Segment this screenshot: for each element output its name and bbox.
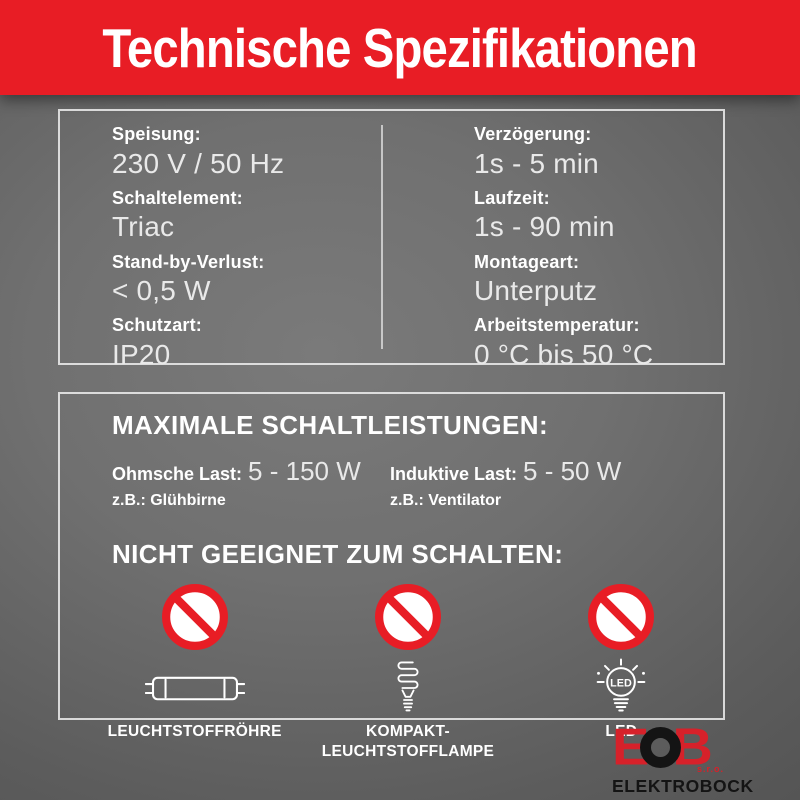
logo-ring-icon — [640, 726, 682, 768]
load-value: 5 - 50 W — [523, 456, 622, 486]
spec-row-montageart: Montageart: Unterputz — [474, 252, 723, 308]
load-ohmsche: Ohmsche Last: 5 - 150 W z.B.: Glühbirne — [112, 456, 390, 510]
spec-row-verzoegerung: Verzögerung: 1s - 5 min — [474, 124, 723, 180]
led-bulb-icon: LED — [596, 658, 646, 712]
spec-label: Arbeitstemperatur: — [474, 315, 640, 336]
spec-label: Speisung: — [112, 124, 201, 144]
spec-value: < 0,5 W — [112, 275, 211, 307]
item-cfl-lamp: KOMPAKT- LEUCHTSTOFFLAMPE — [301, 584, 514, 762]
page-title: Technische Spezifikationen — [102, 16, 698, 79]
spec-label: Montageart: — [474, 251, 580, 272]
spec-value: 1s - 5 min — [474, 147, 599, 179]
spec-label: Stand-by-Verlust: — [112, 251, 265, 272]
spec-row-standby-verlust: Stand-by-Verlust: < 0,5 W — [112, 252, 382, 308]
specs-column-left: Speisung: 230 V / 50 Hz Schaltelement: T… — [60, 111, 382, 370]
prohibition-icon — [161, 584, 228, 650]
spec-value: 1s - 90 min — [474, 211, 615, 243]
load-example: z.B.: Ventilator — [390, 492, 502, 509]
max-switching-title: MAXIMALE SCHALTLEISTUNGEN: — [112, 410, 549, 440]
not-suitable-title: NICHT GEEIGNET ZUM SCHALTEN: — [112, 539, 564, 569]
item-label: KOMPAKT- LEUCHTSTOFFLAMPE — [321, 723, 495, 761]
load-label: Ohmsche Last: — [112, 464, 243, 484]
spec-label: Schaltelement: — [112, 187, 243, 208]
load-label: Induktive Last: — [390, 464, 518, 484]
prohibition-icon — [374, 584, 441, 650]
logo-mark: E B s.r.o. — [612, 721, 742, 774]
spec-label: Schutzart: — [112, 315, 203, 336]
item-led: LED — [515, 584, 728, 762]
specs-column-right: Verzögerung: 1s - 5 min Laufzeit: 1s - 9… — [382, 111, 723, 370]
not-suitable-items: LEUCHTSTOFFRÖHRE — [88, 584, 728, 762]
specs-divider — [381, 125, 383, 349]
item-fluorescent-tube: LEUCHTSTOFFRÖHRE — [88, 584, 301, 762]
spec-value: Triac — [112, 211, 175, 243]
specs-panel: Speisung: 230 V / 50 Hz Schaltelement: T… — [58, 109, 725, 370]
spec-row-schaltelement: Schaltelement: Triac — [112, 188, 382, 244]
load-example: z.B.: Glühbirne — [112, 492, 226, 509]
logo-suffix: s.r.o. — [696, 764, 724, 774]
spec-label: Laufzeit: — [474, 187, 550, 208]
header-banner: Technische Spezifikationen — [0, 0, 800, 95]
spec-row-speisung: Speisung: 230 V / 50 Hz — [112, 124, 382, 180]
logo-company-name: ELEKTROBOCK — [612, 776, 754, 796]
spec-value: 230 V / 50 Hz — [112, 147, 285, 179]
fluorescent-tube-icon — [144, 676, 245, 700]
item-label: LED — [605, 723, 638, 740]
led-bulb-text: LED — [611, 677, 633, 689]
loads-row: Ohmsche Last: 5 - 150 W z.B.: Glühbirne I… — [112, 456, 723, 510]
item-label: LEUCHTSTOFFRÖHRE — [107, 723, 282, 740]
spec-label: Verzögerung: — [474, 124, 592, 144]
prohibition-icon — [588, 584, 655, 650]
cfl-lamp-icon — [397, 661, 419, 712]
spec-row-laufzeit: Laufzeit: 1s - 90 min — [474, 188, 723, 244]
load-induktive: Induktive Last: 5 - 50 W z.B.: Ventilator — [390, 456, 621, 510]
load-value: 5 - 150 W — [248, 456, 361, 486]
switching-panel: MAXIMALE SCHALTLEISTUNGEN: Ohmsche Last:… — [58, 392, 725, 760]
elektrobock-logo: E B s.r.o. ELEKTROBOCK — [612, 721, 754, 797]
spec-row-arbeitstemperatur: Arbeitstemperatur: 0 °C bis 50 °C — [474, 315, 723, 371]
spec-value: Unterputz — [474, 275, 598, 307]
spec-row-schutzart: Schutzart: IP20 — [112, 315, 382, 371]
spec-value: 0 °C bis 50 °C — [474, 338, 654, 370]
spec-value: IP20 — [112, 338, 171, 370]
